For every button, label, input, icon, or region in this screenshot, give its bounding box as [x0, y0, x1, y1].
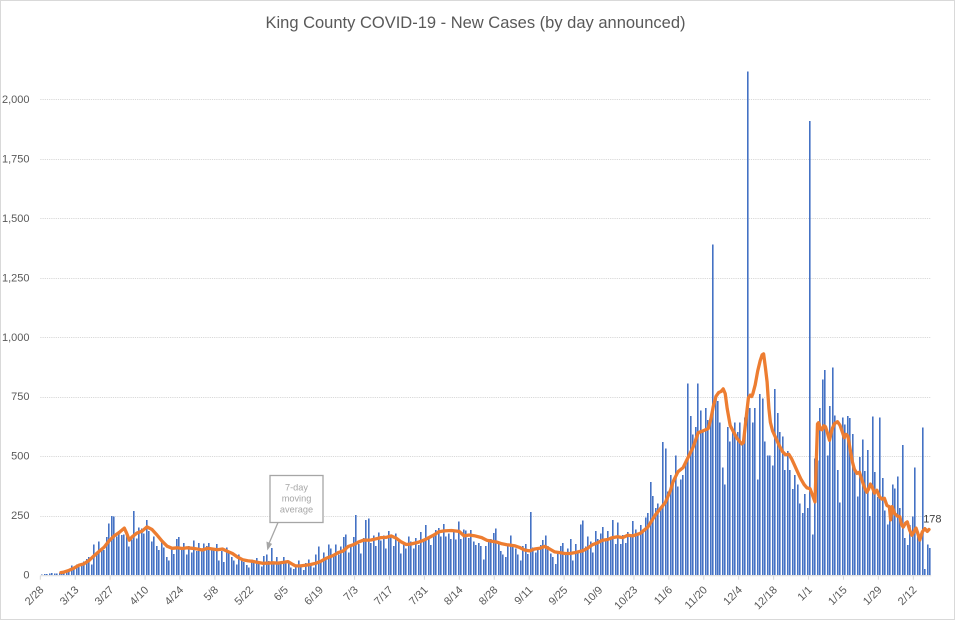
svg-text:7-day: 7-day: [285, 483, 308, 493]
svg-text:750: 750: [11, 391, 29, 403]
svg-text:1,500: 1,500: [2, 213, 30, 225]
svg-text:178: 178: [923, 514, 941, 526]
svg-text:1,750: 1,750: [2, 153, 30, 165]
svg-text:0: 0: [23, 570, 29, 582]
svg-text:average: average: [280, 505, 313, 515]
svg-text:King County COVID-19 - New Cas: King County COVID-19 - New Cases (by day…: [265, 14, 685, 32]
svg-text:2,000: 2,000: [2, 94, 30, 106]
svg-text:1,000: 1,000: [2, 332, 30, 344]
svg-text:moving: moving: [282, 494, 312, 504]
svg-text:500: 500: [11, 451, 29, 463]
svg-text:250: 250: [11, 510, 29, 522]
svg-text:1,250: 1,250: [2, 272, 30, 284]
